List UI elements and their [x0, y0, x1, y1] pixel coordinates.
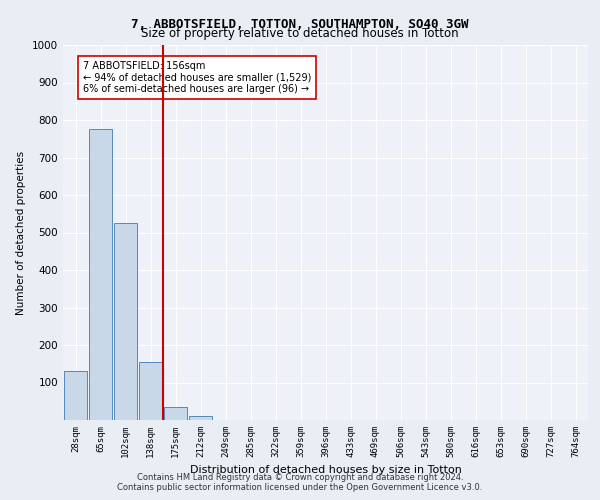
Text: Size of property relative to detached houses in Totton: Size of property relative to detached ho…: [141, 28, 459, 40]
Text: Contains HM Land Registry data © Crown copyright and database right 2024.
Contai: Contains HM Land Registry data © Crown c…: [118, 473, 482, 492]
Text: 7, ABBOTSFIELD, TOTTON, SOUTHAMPTON, SO40 3GW: 7, ABBOTSFIELD, TOTTON, SOUTHAMPTON, SO4…: [131, 18, 469, 30]
Bar: [164, 407, 187, 420]
Text: 7 ABBOTSFIELD: 156sqm
← 94% of detached houses are smaller (1,529)
6% of semi-de: 7 ABBOTSFIELD: 156sqm ← 94% of detached …: [83, 60, 311, 94]
Bar: [139, 362, 162, 420]
X-axis label: Distribution of detached houses by size in Totton: Distribution of detached houses by size …: [190, 466, 461, 475]
Bar: [64, 371, 87, 420]
Bar: [114, 223, 137, 420]
Y-axis label: Number of detached properties: Number of detached properties: [16, 150, 26, 314]
Bar: [89, 130, 112, 420]
Bar: [189, 416, 212, 420]
